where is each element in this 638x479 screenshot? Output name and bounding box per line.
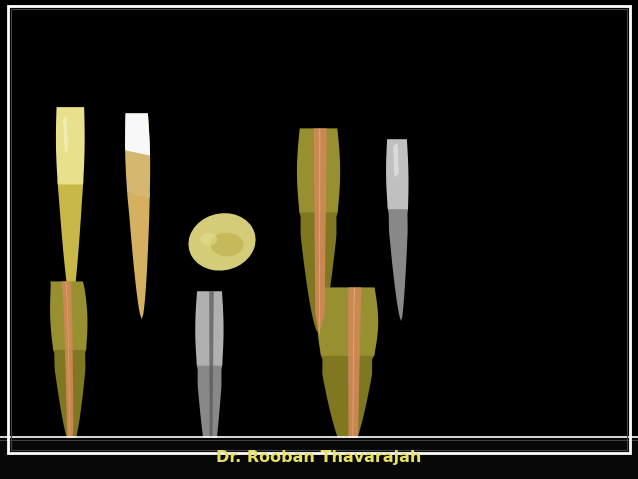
- Polygon shape: [197, 362, 223, 473]
- Polygon shape: [314, 128, 327, 334]
- Polygon shape: [209, 291, 214, 473]
- Polygon shape: [318, 287, 378, 356]
- Polygon shape: [297, 128, 340, 213]
- Polygon shape: [61, 282, 73, 449]
- Polygon shape: [63, 115, 68, 154]
- Polygon shape: [299, 208, 338, 334]
- Ellipse shape: [211, 233, 244, 256]
- Polygon shape: [319, 128, 320, 334]
- Polygon shape: [352, 287, 355, 455]
- Bar: [0, 438, 638, 479]
- Polygon shape: [125, 114, 150, 198]
- Polygon shape: [320, 353, 375, 455]
- Polygon shape: [57, 179, 84, 308]
- Polygon shape: [127, 193, 150, 319]
- Polygon shape: [53, 346, 86, 449]
- Text: Dr. Rooban Thavarajah: Dr. Rooban Thavarajah: [216, 450, 422, 466]
- Ellipse shape: [200, 233, 217, 246]
- Polygon shape: [65, 282, 70, 449]
- Polygon shape: [393, 143, 399, 177]
- Polygon shape: [195, 291, 223, 365]
- Polygon shape: [348, 287, 362, 455]
- Polygon shape: [125, 114, 150, 156]
- Polygon shape: [387, 205, 408, 321]
- Polygon shape: [56, 107, 85, 184]
- Polygon shape: [386, 139, 408, 209]
- Polygon shape: [50, 282, 87, 350]
- Ellipse shape: [188, 213, 256, 271]
